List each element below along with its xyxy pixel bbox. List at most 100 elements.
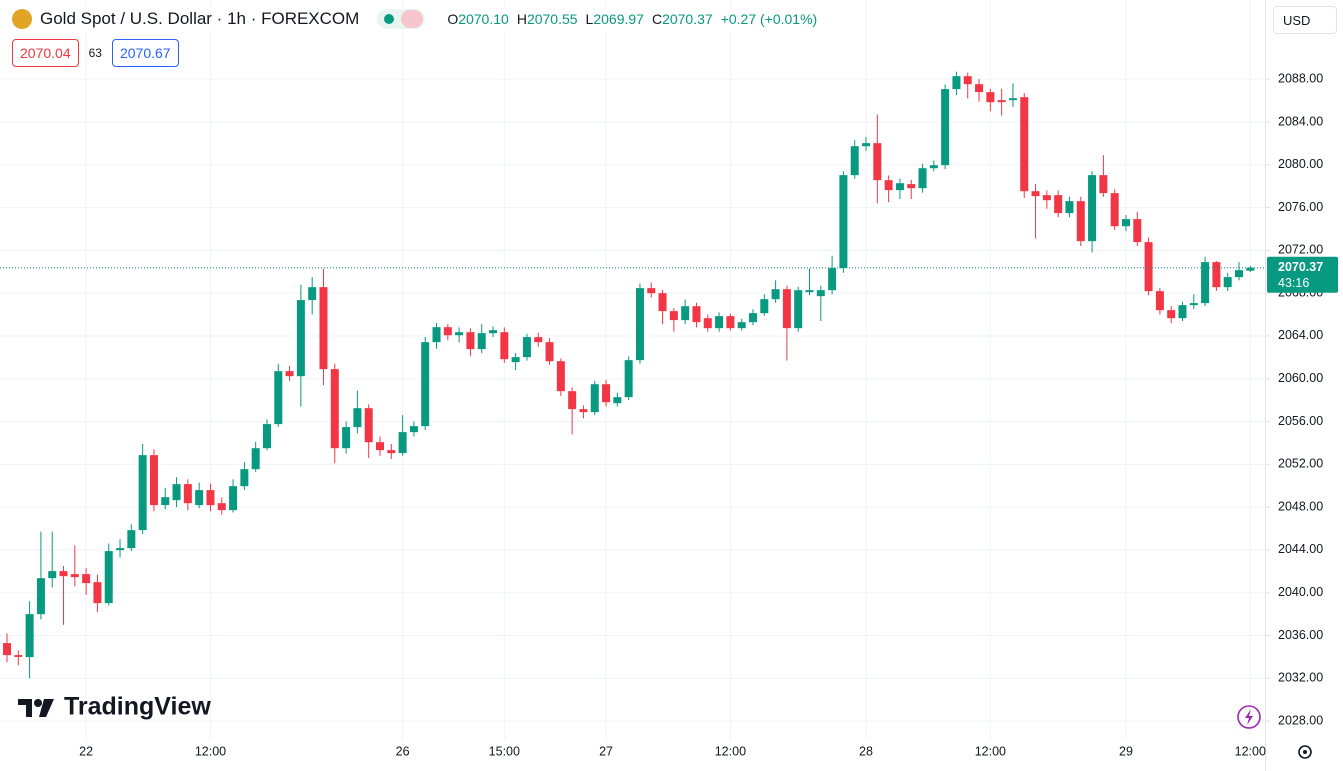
candle-body [330,369,339,449]
candle-body [1099,175,1108,194]
candle-body [884,180,893,191]
candle-body [14,655,23,657]
candle-body [748,313,757,323]
candle-body [726,316,735,329]
candle-body [375,442,384,451]
candle-body [477,333,486,350]
candle-body [760,299,769,314]
symbol-title[interactable]: Gold Spot / U.S. Dollar · 1h · FOREXCOM [40,9,360,28]
candle-body [647,288,656,294]
x-tick-label: 29 [1119,744,1133,758]
x-tick-label: 12:00 [1235,744,1266,758]
candle-body [1042,195,1051,201]
candle-body [25,614,34,658]
y-tick-label: 2084.00 [1278,114,1323,128]
candle-body [590,384,599,413]
candle-body [149,455,158,506]
candle-body [364,408,373,443]
price-label: 2070.37 [1278,260,1323,274]
candle-body [873,143,882,181]
ohlc-item: C2070.37 [652,11,713,27]
candle-body [839,175,848,269]
candle-body [104,551,113,604]
lightning-button[interactable] [1237,705,1261,729]
status-pill[interactable] [377,9,426,29]
candle-body [771,289,780,300]
candle-body [1212,262,1221,288]
candle-body [805,290,814,293]
candle-body [1223,277,1232,288]
candle-body [217,503,226,511]
y-tick-label: 2056.00 [1278,414,1323,428]
candle-body [1189,303,1198,306]
candle-body [398,432,407,454]
candle-body [850,146,859,176]
candle-body [82,574,91,584]
candle-body [387,450,396,454]
candle-body [500,332,509,360]
candle-body [635,288,644,361]
currency-button[interactable]: USD [1273,6,1337,34]
x-tick-label: 26 [396,744,410,758]
y-tick-label: 2060.00 [1278,371,1323,385]
candle-body [1110,193,1119,227]
candle-body [229,486,238,511]
candle-body [489,330,498,334]
candle-body [556,361,565,392]
candle-body [59,571,68,577]
candle-body [1201,262,1210,304]
candle-body [692,306,701,323]
x-tick-label: 22 [79,744,93,758]
candle-body [251,448,260,470]
candle-body [918,168,927,189]
ohlc-value: 2070.10 [458,11,509,27]
ask-button[interactable]: 2070.67 [111,39,179,67]
candle-body [262,424,271,449]
ohlc-item: H2070.55 [517,11,578,27]
candle-body [432,327,441,343]
candle-body [3,643,12,656]
ohlc-key: H [516,11,527,27]
y-tick-label: 2076.00 [1278,200,1323,214]
watermark: TradingView [64,693,211,721]
candle-body [1076,201,1085,242]
candle-body [161,497,170,506]
candle-body [409,426,418,433]
candle-body [421,342,430,427]
price-label-box [1267,256,1338,293]
ohlc-key: C [651,11,663,27]
candle-body [1167,310,1176,319]
candle-body [613,397,622,404]
candle-body [952,76,961,90]
ohlc-legend: O2070.10 H2070.55 L2069.97 C2070.37 [447,11,712,27]
candle-body [1155,291,1164,311]
y-tick-label: 2044.00 [1278,542,1323,556]
settings-button[interactable] [1298,745,1312,759]
axis-border [1265,0,1266,771]
ohlc-item: L2069.97 [586,11,644,27]
x-tick-label: 12:00 [975,744,1006,758]
y-tick-label: 2032.00 [1278,671,1323,685]
ohlc-item: O2070.10 [447,11,509,27]
candle-body [443,327,452,336]
candle-body [895,183,904,191]
y-tick-label: 2036.00 [1278,628,1323,642]
x-tick-label: 27 [599,744,613,758]
bid-button[interactable]: 2070.04 [12,39,79,67]
candle-body [274,371,283,425]
candle-body [138,455,147,531]
y-tick-label: 2072.00 [1278,243,1323,257]
candle-body [929,165,938,169]
candle-body [36,578,45,615]
candle-body [1178,305,1187,319]
candle-body [534,337,543,343]
candle-body [624,360,633,398]
candle-body [1133,219,1142,243]
candle-body [997,100,1006,103]
delay-icon [401,10,424,28]
candle-body [986,92,995,103]
candle-body [579,409,588,413]
candle-body [70,574,79,578]
change: +0.27 (+0.01%) [720,11,818,27]
